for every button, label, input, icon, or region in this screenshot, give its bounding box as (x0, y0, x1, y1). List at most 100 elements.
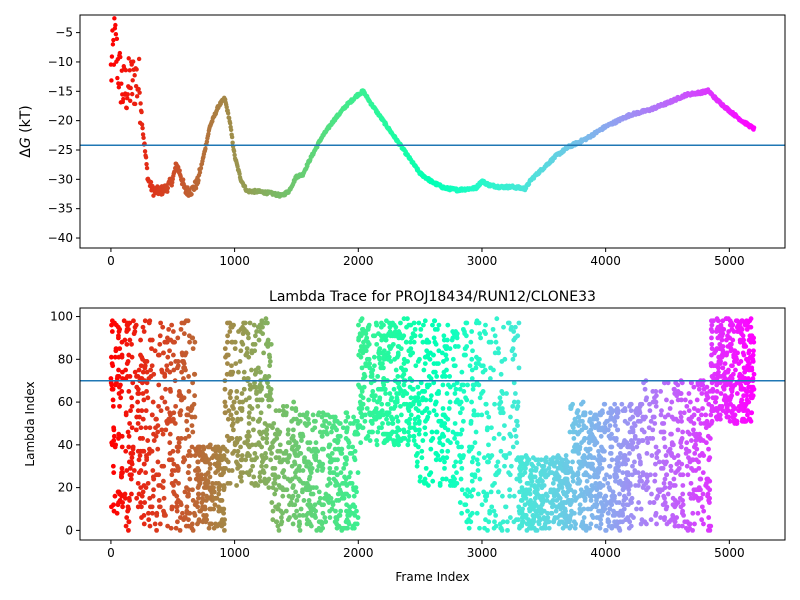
lambda-point (495, 346, 501, 352)
lambda-point (494, 472, 499, 478)
lambda-point (163, 513, 168, 518)
lambda-point (497, 395, 503, 401)
lambda-point (616, 525, 622, 531)
lambda-point (257, 478, 263, 484)
lambda-point (156, 382, 162, 388)
lambda-point (700, 406, 705, 411)
lambda-point (119, 354, 125, 360)
lambda-point (161, 508, 166, 514)
lambda-point (662, 517, 667, 523)
lambda-point (487, 376, 493, 381)
lambda-point (664, 459, 669, 465)
lambda-point (146, 517, 152, 523)
lambda-point (126, 506, 131, 512)
lambda-point (734, 391, 740, 396)
lambda-point (699, 517, 705, 523)
lambda-point (227, 329, 233, 334)
lambda-point (492, 333, 498, 339)
lambda-point (390, 331, 396, 337)
lambda-point (257, 429, 262, 435)
lambda-point (230, 403, 235, 409)
lambda-point (264, 436, 270, 441)
delta-g-point (136, 86, 141, 92)
lambda-point (119, 465, 125, 471)
lambda-point (190, 498, 196, 503)
lambda-point (498, 525, 504, 531)
lambda-point (188, 408, 194, 414)
lambda-point (542, 523, 548, 529)
lambda-point (144, 388, 149, 394)
lambda-point (210, 480, 215, 486)
lambda-point (340, 480, 345, 486)
lambda-point (400, 367, 406, 373)
lambda-point (243, 457, 249, 463)
lambda-point (671, 442, 676, 448)
lambda-point (128, 476, 134, 482)
lambda-point (726, 367, 731, 373)
lambda-point (722, 361, 728, 366)
lambda-point (545, 510, 550, 516)
lambda-point (143, 485, 149, 491)
lambda-point (257, 470, 263, 476)
lambda-point (376, 348, 382, 354)
lambda-point (678, 444, 684, 450)
lambda-point (345, 414, 351, 420)
lambda-point (696, 408, 701, 414)
lambda-point (430, 478, 436, 484)
delta-g-y-tick-label: −10 (48, 55, 73, 69)
lambda-point (125, 374, 130, 379)
delta-g-point (130, 59, 136, 64)
lambda-point (481, 489, 487, 495)
lambda-point (514, 440, 520, 446)
lambda-point (174, 504, 180, 510)
lambda-point (313, 485, 319, 491)
lambda-point (644, 451, 650, 456)
lambda-point (511, 399, 517, 405)
lambda-point (169, 472, 175, 478)
lambda-point (694, 397, 700, 403)
delta-g-y-tick-label: −40 (48, 231, 73, 245)
lambda-point (394, 391, 400, 396)
lambda-point (669, 399, 675, 405)
lambda-point (189, 521, 195, 527)
lambda-point (131, 468, 137, 473)
lambda-point (418, 380, 424, 386)
lambda-point (186, 493, 191, 499)
lambda-point (332, 438, 338, 443)
lambda-point (700, 382, 706, 388)
lambda-point (133, 427, 139, 433)
lambda-point (441, 333, 447, 339)
lambda-point (437, 436, 443, 441)
lambda-point (237, 406, 243, 411)
lambda-point (492, 401, 497, 407)
lambda-point (650, 414, 656, 420)
lambda-point (238, 470, 244, 476)
lambda-point (468, 418, 474, 424)
lambda-point (435, 361, 441, 366)
lambda-point (636, 483, 641, 488)
lambda-point (207, 474, 213, 480)
lambda-point (169, 468, 175, 473)
delta-g-point (117, 50, 123, 56)
lambda-point (690, 527, 695, 533)
lambda-point (563, 453, 569, 458)
lambda-point (182, 436, 188, 441)
lambda-point (671, 476, 677, 482)
lambda-point (171, 367, 177, 373)
lambda-point (365, 339, 371, 345)
lambda-point (459, 406, 465, 411)
lambda-point (538, 508, 544, 514)
lambda-point (463, 333, 469, 339)
lambda-point (709, 335, 714, 341)
lambda-point (470, 348, 475, 354)
lambda-point (327, 455, 333, 461)
lambda-point (409, 335, 414, 341)
lambda-point (445, 427, 451, 433)
lambda-point (140, 489, 146, 495)
lambda-point (515, 423, 520, 428)
lambda-point (442, 465, 447, 471)
lambda-point (454, 331, 460, 337)
lambda-point (160, 431, 166, 437)
lambda-point (436, 388, 442, 394)
lambda-point (277, 442, 283, 448)
